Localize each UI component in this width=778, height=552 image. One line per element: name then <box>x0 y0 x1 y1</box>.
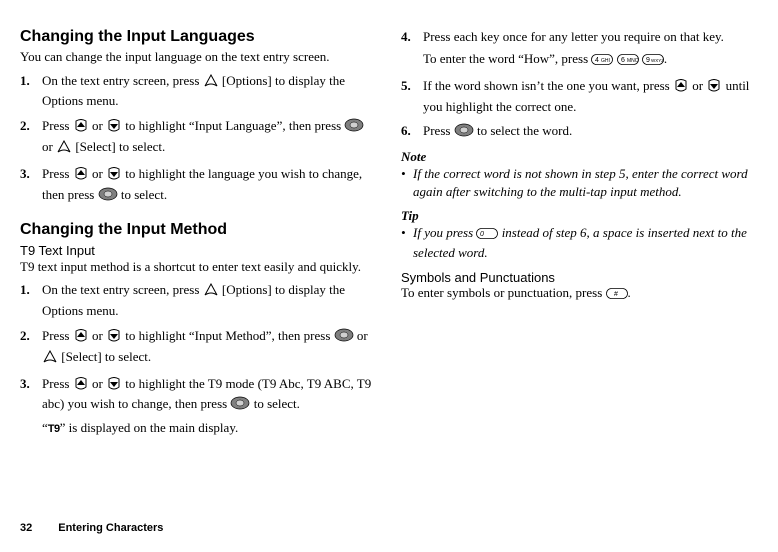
tip-heading: Tip <box>401 208 758 224</box>
method-steps: 1. On the text entry screen, press [Opti… <box>20 281 377 438</box>
heading-input-languages: Changing the Input Languages <box>20 28 377 46</box>
svg-text:4: 4 <box>595 57 599 64</box>
left-column: Changing the Input Languages You can cha… <box>20 28 377 444</box>
list-item: 3. Press or to highlight the language yo… <box>20 165 377 207</box>
method-steps-cont: 4. Press each key once for any letter yo… <box>401 28 758 143</box>
step-text: Press or to highlight “Input Method”, th… <box>42 327 377 369</box>
center-key-icon <box>98 187 118 207</box>
t9-display-note: “T9” is displayed on the main display. <box>42 419 377 438</box>
step-text: Press or to highlight the language you w… <box>42 165 377 207</box>
up-icon <box>73 167 89 186</box>
svg-text:MNO: MNO <box>627 58 639 64</box>
svg-text:#: # <box>614 291 618 298</box>
step-number: 5. <box>401 77 423 117</box>
list-item: 1. On the text entry screen, press [Opti… <box>20 281 377 321</box>
t9-icon-text: T9 <box>48 423 60 435</box>
step-text: Press or to highlight “Input Language”, … <box>42 117 377 159</box>
up-icon <box>73 119 89 138</box>
svg-text:GHI: GHI <box>601 58 610 64</box>
list-item: 1. On the text entry screen, press [Opti… <box>20 72 377 112</box>
step-number: 1. <box>20 72 42 112</box>
down-icon <box>106 167 122 186</box>
list-item: 4. Press each key once for any letter yo… <box>401 28 758 71</box>
down-icon <box>106 329 122 348</box>
step-text: If the word shown isn’t the one you want… <box>423 77 758 117</box>
lang-intro: You can change the input language on the… <box>20 48 377 66</box>
right-column: 4. Press each key once for any letter yo… <box>401 28 758 444</box>
down-icon <box>706 79 722 98</box>
key-0-icon: 0 <box>476 226 498 244</box>
step-text: Press each key once for any letter you r… <box>423 28 758 71</box>
step-number: 2. <box>20 327 42 369</box>
t9-intro: T9 text input method is a shortcut to en… <box>20 258 377 276</box>
svg-text:WXYZ: WXYZ <box>651 58 664 63</box>
down-icon <box>106 119 122 138</box>
step-number: 2. <box>20 117 42 159</box>
bullet-icon: • <box>401 224 413 262</box>
step-text: Press or to highlight the T9 mode (T9 Ab… <box>42 375 377 439</box>
symbols-text: To enter symbols or punctuation, press #… <box>401 285 758 303</box>
t9-subheading: T9 Text Input <box>20 243 377 258</box>
up-icon <box>73 377 89 396</box>
list-item: 2. Press or to highlight “Input Method”,… <box>20 327 377 369</box>
down-icon <box>106 377 122 396</box>
step-text: On the text entry screen, press [Options… <box>42 72 377 112</box>
center-key-icon <box>344 118 364 138</box>
step-number: 3. <box>20 375 42 439</box>
tip-body: • If you press 0 instead of step 6, a sp… <box>401 224 758 262</box>
softkey-icon <box>203 283 219 302</box>
note-heading: Note <box>401 149 758 165</box>
symbols-heading: Symbols and Punctuations <box>401 270 758 285</box>
softkey-icon <box>56 140 72 159</box>
lang-steps: 1. On the text entry screen, press [Opti… <box>20 72 377 207</box>
section-title: Entering Characters <box>58 522 163 534</box>
center-key-icon <box>454 123 474 143</box>
center-key-icon <box>334 328 354 348</box>
key-hash-icon: # <box>606 287 628 303</box>
heading-input-method: Changing the Input Method <box>20 221 377 239</box>
note-body: • If the correct word is not shown in st… <box>401 165 758 201</box>
softkey-icon <box>203 74 219 93</box>
page-footer: 32 Entering Characters <box>20 522 163 534</box>
key-6-icon: 6MNO <box>617 52 639 71</box>
svg-text:9: 9 <box>646 57 650 64</box>
bullet-icon: • <box>401 165 413 201</box>
center-key-icon <box>230 396 250 416</box>
list-item: 5. If the word shown isn’t the one you w… <box>401 77 758 117</box>
step-text: Press to select the word. <box>423 122 758 143</box>
up-icon <box>73 329 89 348</box>
step-number: 4. <box>401 28 423 71</box>
step-number: 1. <box>20 281 42 321</box>
step-number: 3. <box>20 165 42 207</box>
step4-line2: To enter the word “How”, press 4GHI 6MNO… <box>423 50 758 71</box>
page-number: 32 <box>20 522 32 534</box>
list-item: 3. Press or to highlight the T9 mode (T9… <box>20 375 377 439</box>
key-4-icon: 4GHI <box>591 52 613 71</box>
svg-text:6: 6 <box>621 57 625 64</box>
key-9-icon: 9WXYZ <box>642 52 664 71</box>
step-text: On the text entry screen, press [Options… <box>42 281 377 321</box>
list-item: 6. Press to select the word. <box>401 122 758 143</box>
svg-text:0: 0 <box>480 231 484 238</box>
list-item: 2. Press or to highlight “Input Language… <box>20 117 377 159</box>
up-icon <box>673 79 689 98</box>
softkey-icon <box>42 350 58 369</box>
step-number: 6. <box>401 122 423 143</box>
